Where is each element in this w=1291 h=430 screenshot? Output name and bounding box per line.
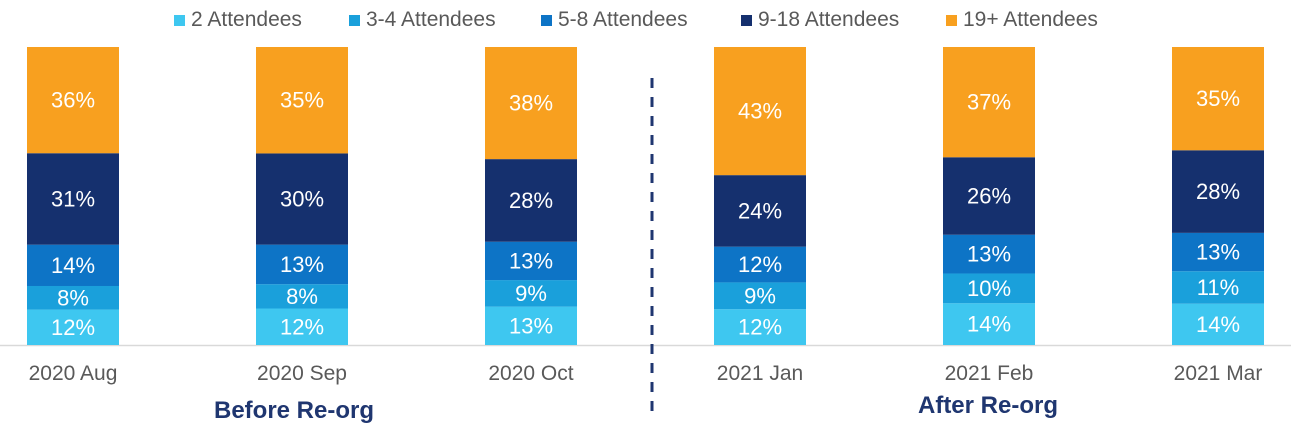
bar-segment-2020-oct-5-8-attendees: [485, 241, 577, 281]
bar-segment-2021-feb-9-18-attendees: [943, 157, 1035, 235]
data-label: 12%: [738, 315, 782, 340]
data-label: 28%: [509, 188, 553, 213]
bar-segment-2021-feb-5-8-attendees: [943, 234, 1035, 274]
legend-swatch: [946, 14, 957, 26]
data-label: 11%: [1197, 275, 1239, 300]
bar-segment-2021-jan-19-attendees: [714, 47, 806, 176]
bar-segment-2021-feb-2-attendees: [943, 303, 1035, 345]
legend-item-5-8-attendees: 5-8 Attendees: [541, 6, 688, 34]
bar-segment-2020-oct-3-4-attendees: [485, 280, 577, 307]
data-label: 13%: [280, 252, 324, 277]
bar-segment-2021-mar-3-4-attendees: [1172, 271, 1264, 304]
x-tick-label: 2021 Jan: [717, 362, 803, 385]
data-label: 13%: [1196, 240, 1240, 265]
data-label: 12%: [738, 252, 782, 277]
bar-segment-2021-jan-5-8-attendees: [714, 246, 806, 283]
bar-segment-2021-jan-9-18-attendees: [714, 175, 806, 247]
data-label: 26%: [967, 184, 1011, 209]
legend-swatch: [349, 14, 360, 26]
legend-item-3-4-attendees: 3-4 Attendees: [349, 6, 496, 34]
data-label: 35%: [280, 88, 324, 113]
legend: 2 Attendees 3-4 Attendees 5-8 Attendees 9-1…: [0, 6, 1291, 34]
bar-segment-2021-mar-19-attendees: [1172, 47, 1264, 151]
bar-segment-2020-oct-19-attendees: [485, 47, 577, 160]
bar-segment-2021-jan-3-4-attendees: [714, 282, 806, 310]
data-label: 31%: [51, 186, 95, 211]
legend-swatch: [174, 14, 185, 26]
bar-segment-2020-sep-9-18-attendees: [256, 153, 348, 245]
data-label: 10%: [967, 276, 1011, 301]
data-label: 24%: [738, 198, 782, 223]
bar-segment-2021-mar-9-18-attendees: [1172, 150, 1264, 233]
bar-segment-2021-jan-2-attendees: [714, 309, 806, 345]
bar-segment-2021-feb-19-attendees: [943, 47, 1035, 158]
bar-segment-2020-aug-9-18-attendees: [27, 153, 119, 245]
data-label: 13%: [509, 313, 553, 338]
data-label: 30%: [280, 187, 324, 212]
bar-segment-2021-mar-2-attendees: [1172, 303, 1264, 345]
data-label: 37%: [967, 90, 1011, 115]
data-label: 8%: [57, 285, 89, 310]
data-label: 13%: [967, 242, 1011, 267]
data-label: 35%: [1196, 86, 1240, 111]
x-tick-label: 2020 Aug: [29, 362, 118, 385]
data-label: 12%: [51, 315, 95, 340]
bar-segment-2020-sep-19-attendees: [256, 47, 348, 154]
bar-segment-2020-aug-2-attendees: [27, 309, 119, 345]
x-tick-label: 2021 Mar: [1174, 362, 1263, 385]
legend-label: 19+ Attendees: [963, 8, 1098, 31]
legend-item-19-attendees: 19+ Attendees: [946, 6, 1098, 34]
bar-segment-2020-aug-5-8-attendees: [27, 244, 119, 286]
bar-segment-2021-feb-3-4-attendees: [943, 273, 1035, 304]
bar-segment-2020-oct-9-18-attendees: [485, 159, 577, 242]
data-label: 43%: [738, 99, 782, 124]
data-label: 38%: [509, 91, 553, 116]
legend-swatch: [741, 14, 752, 26]
legend-label: 9-18 Attendees: [758, 8, 900, 31]
data-label: 36%: [51, 88, 95, 113]
data-label: 14%: [1196, 312, 1240, 337]
x-tick-label: 2021 Feb: [945, 362, 1034, 385]
data-label: 8%: [286, 284, 318, 309]
bar-segment-2020-oct-2-attendees: [485, 306, 577, 345]
data-label: 9%: [515, 281, 547, 306]
legend-label: 2 Attendees: [191, 8, 302, 31]
bar-segment-2020-sep-2-attendees: [256, 308, 348, 345]
group-label-before-re-org: Before Re-org: [213, 397, 375, 424]
x-tick-label: 2020 Oct: [488, 362, 573, 385]
x-tick-label: 2020 Sep: [257, 362, 347, 385]
data-label: 9%: [744, 283, 776, 308]
legend-item-9-18-attendees: 9-18 Attendees: [741, 6, 899, 34]
group-label-after-re-org: After Re-org: [917, 392, 1059, 419]
data-label: 28%: [1196, 179, 1240, 204]
data-label: 14%: [51, 253, 95, 278]
legend-swatch: [541, 14, 552, 26]
data-label: 12%: [280, 314, 324, 339]
legend-label: 3-4 Attendees: [366, 8, 496, 31]
legend-item-2-attendees: 2 Attendees: [174, 6, 302, 34]
bar-segment-2020-aug-19-attendees: [27, 47, 119, 154]
bar-segment-2020-sep-3-4-attendees: [256, 284, 348, 309]
data-label: 14%: [967, 312, 1011, 337]
bar-segment-2020-aug-3-4-attendees: [27, 285, 119, 310]
bar-segment-2021-mar-5-8-attendees: [1172, 232, 1264, 272]
legend-label: 5-8 Attendees: [558, 8, 688, 31]
bar-segment-2020-sep-5-8-attendees: [256, 244, 348, 285]
data-label: 13%: [509, 248, 553, 273]
